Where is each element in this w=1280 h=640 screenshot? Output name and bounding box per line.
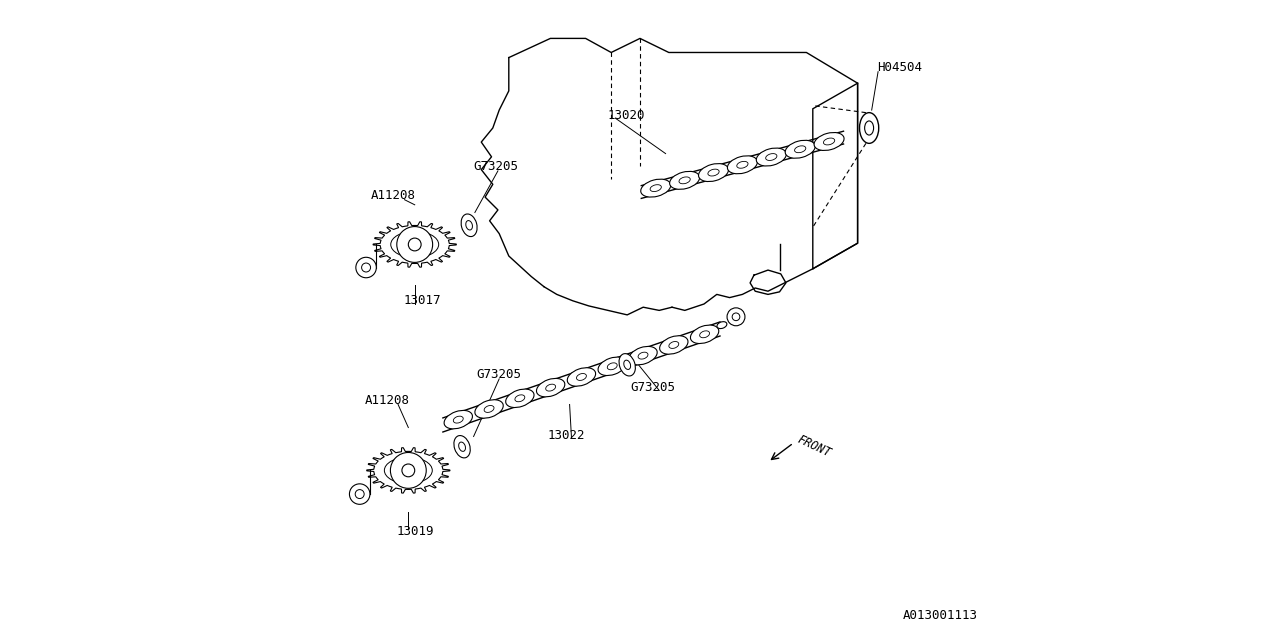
Text: A013001113: A013001113	[902, 609, 978, 622]
Text: A11208: A11208	[365, 394, 410, 406]
Text: G73205: G73205	[474, 160, 518, 173]
Ellipse shape	[598, 357, 626, 376]
Ellipse shape	[717, 322, 727, 328]
Ellipse shape	[454, 436, 470, 458]
Ellipse shape	[708, 169, 719, 176]
Text: 13019: 13019	[397, 525, 434, 538]
Ellipse shape	[765, 154, 777, 161]
Ellipse shape	[628, 346, 657, 365]
Circle shape	[732, 313, 740, 321]
Text: G73205: G73205	[630, 381, 676, 394]
Ellipse shape	[814, 132, 844, 150]
Ellipse shape	[700, 331, 709, 338]
Ellipse shape	[484, 406, 494, 412]
Ellipse shape	[737, 161, 748, 168]
Ellipse shape	[567, 368, 595, 386]
Text: A11208: A11208	[371, 189, 416, 202]
Ellipse shape	[475, 400, 503, 418]
Ellipse shape	[515, 395, 525, 402]
Ellipse shape	[458, 442, 466, 451]
Ellipse shape	[659, 336, 687, 354]
Ellipse shape	[823, 138, 835, 145]
Ellipse shape	[506, 389, 534, 408]
Ellipse shape	[444, 410, 472, 429]
Circle shape	[390, 452, 426, 488]
Ellipse shape	[669, 172, 700, 189]
Text: 13022: 13022	[548, 429, 585, 442]
Circle shape	[397, 227, 433, 262]
Ellipse shape	[860, 113, 879, 143]
Ellipse shape	[650, 185, 662, 191]
Circle shape	[349, 484, 370, 504]
Circle shape	[727, 308, 745, 326]
Ellipse shape	[637, 352, 648, 359]
Ellipse shape	[690, 325, 719, 344]
Ellipse shape	[461, 214, 477, 237]
Ellipse shape	[390, 231, 439, 258]
Ellipse shape	[795, 146, 806, 153]
Ellipse shape	[545, 384, 556, 391]
Ellipse shape	[727, 156, 758, 174]
Ellipse shape	[453, 416, 463, 423]
Ellipse shape	[536, 378, 564, 397]
Ellipse shape	[576, 374, 586, 380]
Text: 13017: 13017	[403, 294, 440, 307]
Ellipse shape	[785, 140, 815, 158]
Text: FRONT: FRONT	[796, 433, 833, 460]
Ellipse shape	[620, 354, 635, 376]
Ellipse shape	[607, 363, 617, 370]
Ellipse shape	[466, 221, 472, 230]
Text: 13020: 13020	[608, 109, 645, 122]
Ellipse shape	[384, 457, 433, 484]
Ellipse shape	[678, 177, 690, 184]
Text: G73205: G73205	[477, 368, 522, 381]
Ellipse shape	[641, 179, 671, 197]
Circle shape	[356, 257, 376, 278]
Ellipse shape	[865, 121, 874, 135]
Ellipse shape	[669, 342, 678, 348]
Ellipse shape	[623, 360, 631, 369]
Ellipse shape	[699, 164, 728, 182]
Text: H04504: H04504	[877, 61, 922, 74]
Ellipse shape	[756, 148, 786, 166]
